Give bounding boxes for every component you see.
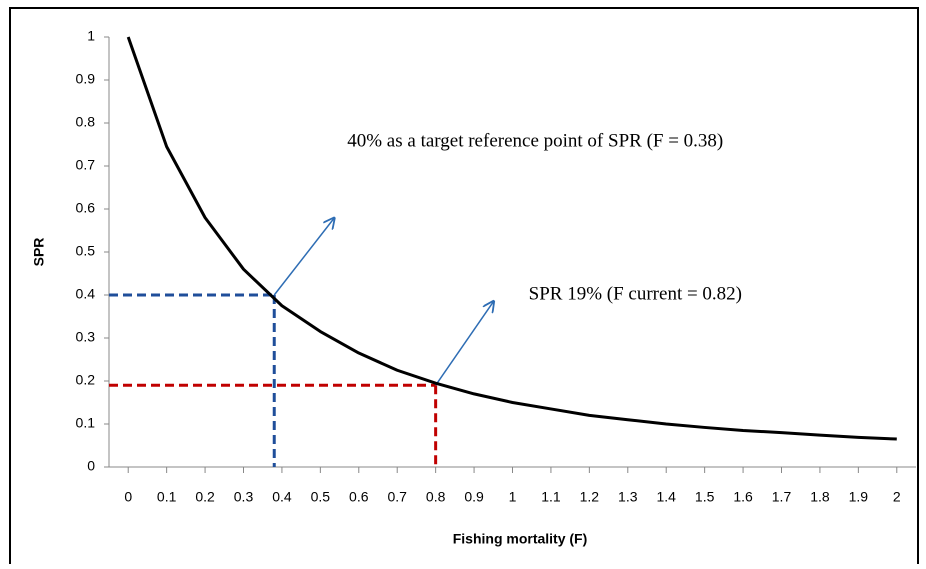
x-tick-label: 1.9 [849,489,869,505]
annotation-arrow [273,218,334,296]
y-tick-label: 0.7 [76,157,96,173]
x-tick-label: 1.3 [618,489,638,505]
y-tick-label: 0.9 [76,71,96,87]
x-tick-label: 0.4 [272,489,292,505]
x-tick-label: 0.9 [464,489,484,505]
x-tick-label: 1.2 [580,489,600,505]
y-tick-label: 1 [87,28,95,44]
x-tick-label: 0.1 [157,489,177,505]
x-tick-label: 1.8 [810,489,830,505]
y-tick-label: 0.6 [76,200,96,216]
y-tick-label: 0.5 [76,243,96,259]
y-axis-title: SPR [31,238,47,267]
y-tick-label: 0.3 [76,329,96,345]
y-tick-label: 0.8 [76,114,96,130]
frame [9,7,919,569]
x-tick-label: 0.3 [234,489,254,505]
y-tick-label: 0.1 [76,415,96,431]
x-tick-label: 0.8 [426,489,446,505]
x-tick-label: 1 [509,489,517,505]
x-axis-title: Fishing mortality (F) [453,531,588,547]
annotation: 40% as a target reference point of SPR (… [347,130,723,151]
x-tick-label: 1.7 [772,489,792,505]
x-tick-label: 0 [124,489,132,505]
x-tick-label: 2 [893,489,901,505]
x-tick-label: 0.2 [195,489,215,505]
x-tick-label: 1.6 [733,489,753,505]
x-tick-label: 1.4 [656,489,676,505]
x-tick-label: 0.6 [349,489,369,505]
x-tick-label: 1.1 [541,489,561,505]
y-tick-label: 0.4 [76,286,96,302]
y-tick-label: 0.2 [76,372,96,388]
annotation-arrow [435,301,494,386]
line-series [126,36,897,441]
annotation: SPR 19% (F current = 0.82) [529,284,742,305]
y-tick-label: 0 [87,458,95,474]
x-tick-label: 1.5 [695,489,715,505]
x-tick-label: 0.5 [311,489,331,505]
x-tick-label: 0.7 [387,489,407,505]
